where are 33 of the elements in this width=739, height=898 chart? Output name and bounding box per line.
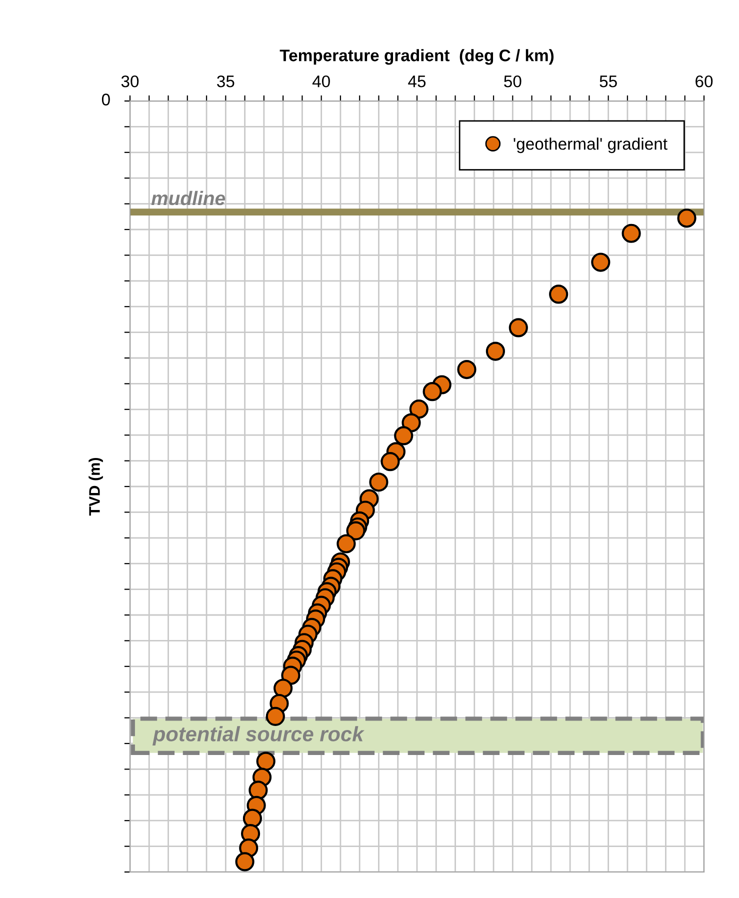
point <box>235 852 254 872</box>
x-tick-label: 55 <box>600 76 617 88</box>
x-tick-label: 50 <box>504 75 522 88</box>
point <box>248 780 268 800</box>
x-tick-label: 30 <box>121 75 139 88</box>
point <box>622 224 641 243</box>
x-tick-label: 45 <box>408 76 426 88</box>
point <box>266 706 285 726</box>
point <box>422 382 442 402</box>
x-tick-label: 40 <box>312 75 330 88</box>
x-tick-label: 60 <box>696 75 713 88</box>
point <box>677 208 696 228</box>
legend-label: 'geothermal' gradient <box>514 138 668 154</box>
point <box>457 360 476 380</box>
point <box>380 452 400 472</box>
point <box>369 472 388 492</box>
point <box>549 284 568 304</box>
text: 0 <box>102 94 110 106</box>
point <box>256 752 276 771</box>
x-axis-title: Temperature gradient (deg C / km) <box>280 49 554 65</box>
point <box>242 808 262 828</box>
point <box>508 318 528 338</box>
ref-line-label: mudline <box>151 190 226 206</box>
y-axis-title: TVD (m) <box>88 458 103 516</box>
point <box>346 521 366 540</box>
band-label: potential source rock <box>152 726 365 746</box>
point <box>336 534 356 554</box>
x-tick-label: 35 <box>217 75 234 88</box>
point <box>394 426 414 446</box>
point <box>591 252 610 272</box>
point <box>274 678 293 698</box>
point <box>409 400 428 419</box>
point <box>486 342 505 361</box>
